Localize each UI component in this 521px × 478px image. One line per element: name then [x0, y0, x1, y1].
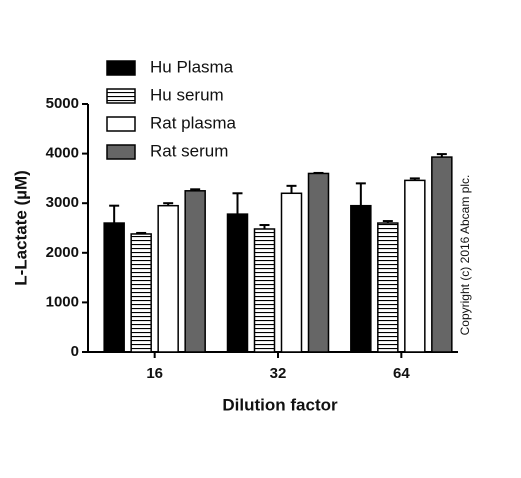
y-axis-label: L-Lactate (µM) — [11, 170, 30, 286]
y-tick-label: 0 — [71, 343, 79, 360]
legend-swatch — [106, 60, 136, 76]
bar — [226, 213, 249, 353]
legend-label: Rat plasma — [150, 113, 237, 132]
legend-label: Hu serum — [150, 85, 224, 104]
bar — [431, 156, 453, 353]
bar — [280, 192, 303, 353]
y-tick-label: 5000 — [46, 95, 79, 112]
bar — [307, 172, 330, 353]
bar — [103, 222, 125, 353]
x-tick-label: 16 — [146, 365, 163, 382]
y-tick-label: 3000 — [46, 194, 79, 211]
legend-label: Rat serum — [150, 141, 228, 160]
legend-swatch — [106, 116, 136, 132]
bar — [184, 190, 206, 353]
bar — [350, 204, 372, 353]
legend-label: Hu Plasma — [150, 57, 234, 76]
bar — [157, 204, 179, 353]
bar — [377, 222, 399, 353]
x-axis-label: Dilution factor — [222, 395, 338, 414]
x-tick-label: 32 — [270, 365, 287, 382]
copyright: Copyright (c) 2016 Abcam plc. — [458, 175, 472, 336]
y-tick-label: 2000 — [46, 244, 79, 261]
bar — [253, 228, 276, 353]
bar — [130, 233, 152, 353]
legend-swatch — [106, 144, 136, 160]
bar — [404, 179, 426, 353]
x-tick-label: 64 — [393, 365, 410, 382]
y-tick-label: 1000 — [46, 293, 79, 310]
legend-swatch — [106, 88, 136, 104]
y-tick-label: 4000 — [46, 145, 79, 162]
